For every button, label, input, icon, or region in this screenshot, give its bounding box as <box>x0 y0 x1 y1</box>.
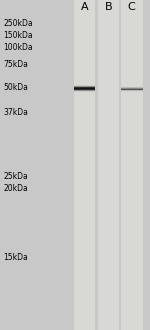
Text: 20kDa: 20kDa <box>3 183 28 193</box>
Text: 75kDa: 75kDa <box>3 60 28 69</box>
Bar <box>74 89 95 90</box>
Bar <box>74 90 95 91</box>
Bar <box>95 0 97 330</box>
Bar <box>74 88 95 89</box>
Bar <box>74 85 95 86</box>
Bar <box>74 87 95 88</box>
Bar <box>119 0 121 330</box>
Bar <box>74 91 95 92</box>
Text: 15kDa: 15kDa <box>3 253 28 262</box>
Bar <box>98 0 119 330</box>
Text: 150kDa: 150kDa <box>3 31 33 40</box>
Text: A: A <box>81 2 88 12</box>
Text: 37kDa: 37kDa <box>3 108 28 117</box>
Text: B: B <box>105 2 112 12</box>
Bar <box>74 0 95 330</box>
Bar <box>121 0 142 330</box>
Bar <box>74 86 95 87</box>
Text: 100kDa: 100kDa <box>3 43 33 52</box>
Text: 25kDa: 25kDa <box>3 172 28 181</box>
Text: 250kDa: 250kDa <box>3 19 33 28</box>
Text: C: C <box>128 2 135 12</box>
Text: 50kDa: 50kDa <box>3 83 28 92</box>
